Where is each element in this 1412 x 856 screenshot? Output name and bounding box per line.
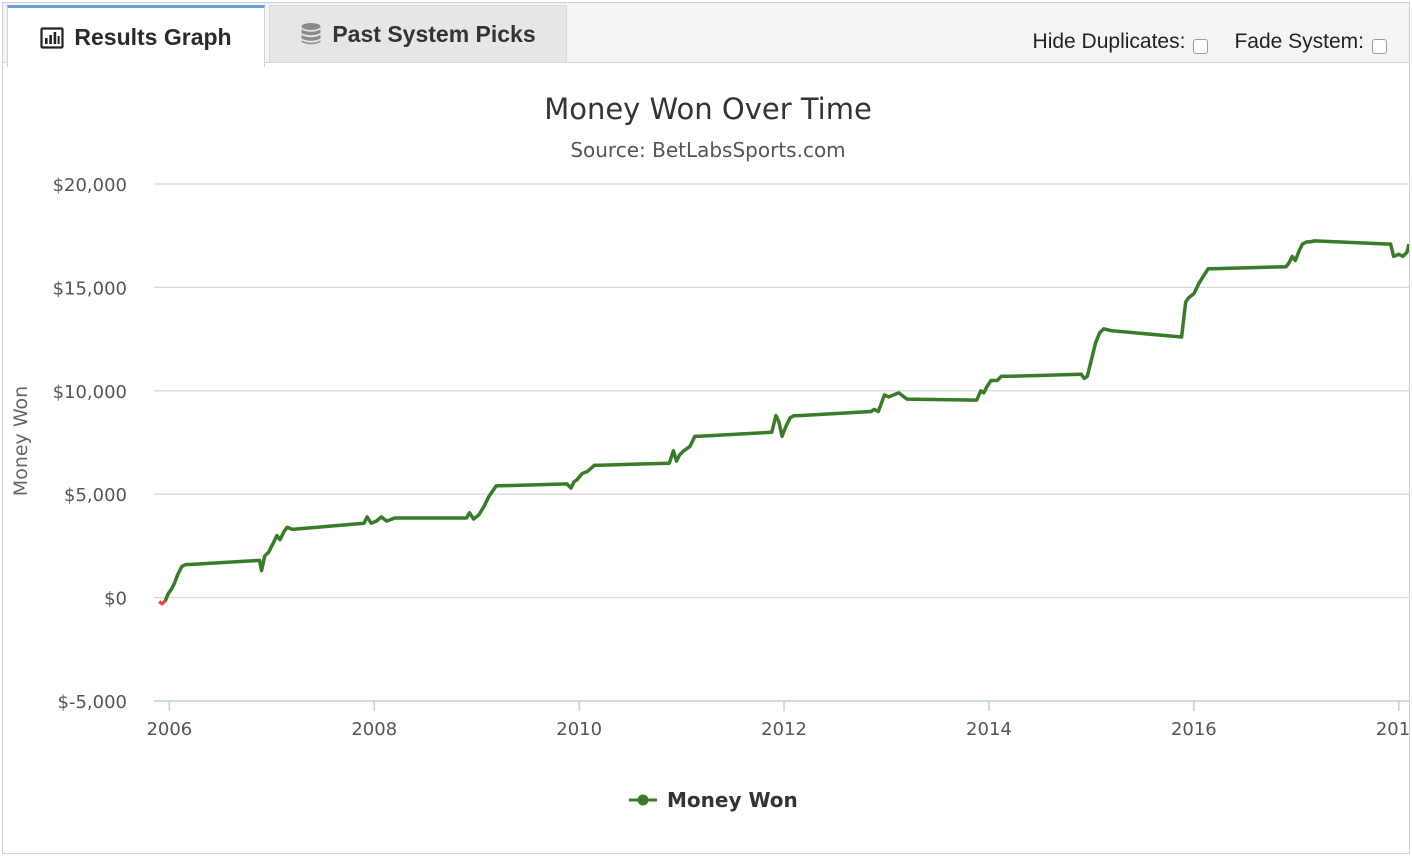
y-axis-label: Money Won — [10, 386, 32, 496]
x-axis: 2006 2008 2010 2012 2014 2016 2018 — [146, 700, 1409, 740]
hide-duplicates-label: Hide Duplicates: — [1032, 30, 1186, 53]
legend[interactable]: Money Won — [629, 788, 798, 812]
bar-chart-icon — [40, 26, 64, 49]
x-tick-label: 2014 — [966, 719, 1012, 740]
tab-results-graph[interactable]: Results Graph — [7, 5, 265, 67]
x-tick-label: 2012 — [761, 719, 807, 740]
x-tick-label: 2016 — [1171, 719, 1217, 740]
x-tick-label: 2010 — [556, 719, 602, 740]
x-tick-label: 2008 — [351, 719, 397, 740]
hide-duplicates-checkbox[interactable] — [1193, 38, 1209, 54]
chart-subtitle: Source: BetLabsSports.com — [570, 138, 845, 162]
legend-item-money-won: Money Won — [667, 788, 798, 812]
gridlines — [154, 183, 1409, 599]
y-tick-label: $-5,000 — [58, 692, 127, 713]
x-tick-label: 2006 — [146, 719, 192, 740]
tab-bar: Results Graph Past System Picks Hide Dup… — [3, 3, 1409, 67]
chart-title: Money Won Over Time — [544, 92, 872, 126]
y-tick-label: $20,000 — [53, 175, 127, 196]
database-icon — [300, 22, 322, 46]
y-tick-label: $0 — [104, 589, 127, 610]
x-tick-label: 2018 — [1376, 719, 1409, 740]
tab-past-system-picks-label: Past System Picks — [332, 20, 536, 47]
legend-marker-icon — [637, 794, 649, 806]
fade-system-label: Fade System: — [1234, 30, 1364, 53]
y-tick-label: $10,000 — [53, 382, 127, 403]
y-tick-label: $15,000 — [53, 278, 127, 299]
chart-options: Hide Duplicates: Fade System: — [1033, 29, 1387, 55]
series-line — [163, 239, 1409, 602]
series-money-won — [158, 239, 1409, 606]
fade-system-checkbox[interactable] — [1372, 38, 1387, 54]
tab-past-system-picks[interactable]: Past System Picks — [269, 5, 567, 63]
money-won-chart: Money Won Over Time Source: BetLabsSport… — [10, 92, 1409, 812]
y-axis-ticks: $-5,000 $0 $5,000 $10,000 $15,000 $20,000 — [53, 175, 127, 713]
tab-results-graph-label: Results Graph — [74, 24, 232, 50]
y-tick-label: $5,000 — [64, 485, 127, 506]
